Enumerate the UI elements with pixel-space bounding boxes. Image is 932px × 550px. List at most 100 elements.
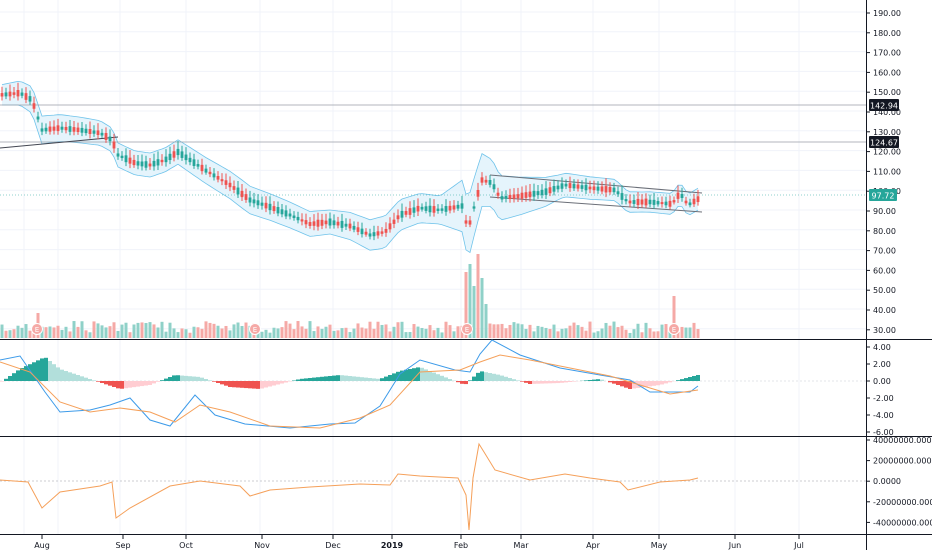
- macd-histogram-bar: [544, 381, 548, 384]
- macd-histogram-bar: [72, 373, 76, 381]
- volume-bar: [656, 331, 660, 338]
- volume-bar: [432, 330, 436, 338]
- candle-body: [200, 164, 204, 172]
- macd-histogram-bar: [360, 377, 364, 381]
- macd-histogram-bar: [384, 376, 388, 381]
- price-axis-tick-label: 160.00: [873, 68, 901, 77]
- time-axis[interactable]: Aug Sep Oct Nov Dec 2019 Feb Mar Apr May Jun Jul: [34, 535, 804, 550]
- macd-axis-tick-label: 0.00: [873, 377, 891, 386]
- volume-bar: [424, 328, 428, 338]
- macd-histogram-bar: [484, 372, 488, 381]
- volume-bar: [104, 327, 108, 338]
- candle-body: [312, 221, 316, 226]
- volume-bar: [676, 331, 680, 338]
- price-axis-tick-label: 120.00: [873, 148, 901, 157]
- candle-body: [368, 233, 372, 237]
- macd-axis[interactable]: 4.00 2.00 0.00 -2.00 -4.00 -6.00: [866, 343, 894, 437]
- macd-histogram-bar: [228, 381, 232, 387]
- candle-body: [324, 220, 328, 225]
- candle-body: [280, 209, 284, 215]
- volume-bar: [64, 326, 68, 338]
- volume-bar: [260, 331, 264, 338]
- candle-body: [292, 215, 296, 219]
- candle-body: [480, 177, 484, 183]
- volume-bar: [600, 328, 604, 338]
- candle-body: [580, 185, 584, 189]
- oscillator-pane[interactable]: [0, 442, 866, 531]
- macd-histogram-bar: [56, 367, 60, 381]
- macd-histogram-bar: [84, 377, 88, 381]
- macd-histogram-bar: [136, 381, 140, 387]
- macd-histogram-bar: [48, 361, 52, 381]
- candle-body: [24, 93, 28, 100]
- oscillator-axis[interactable]: 40000000.0000 20000000.0000 0.0000 -2000000…: [866, 436, 932, 527]
- macd-histogram-bar: [24, 366, 28, 381]
- price-axis-tick-label: 140.00: [873, 108, 901, 117]
- candle-body: [428, 205, 432, 213]
- candle-body: [16, 90, 20, 97]
- candle-body: [692, 198, 696, 205]
- volume-bar: [268, 332, 272, 338]
- candle-body: [348, 223, 352, 229]
- macd-histogram-bar: [448, 379, 452, 381]
- candle-body: [68, 126, 72, 132]
- volume-bar: [292, 329, 296, 338]
- macd-histogram-bar: [436, 374, 440, 381]
- macd-histogram-bar: [508, 378, 512, 381]
- price-axis[interactable]: 190.00 180.00 170.00 160.00 150.00 140.00 130.…: [866, 9, 901, 335]
- time-axis-label: Jul: [793, 541, 804, 550]
- volume-bar: [280, 327, 284, 338]
- candle-body: [528, 191, 532, 198]
- candle-body: [160, 159, 164, 163]
- volume-bars: [0, 254, 700, 338]
- candle-body: [568, 183, 572, 189]
- macd-histogram-bar: [364, 377, 368, 381]
- candle-body: [664, 201, 668, 206]
- candle-body: [520, 192, 524, 199]
- volume-bar: [128, 332, 132, 338]
- volume-bar: [288, 323, 292, 338]
- price-axis-tick-label: 150.00: [873, 88, 901, 97]
- volume-bar: [336, 330, 340, 338]
- volume-bar: [40, 326, 44, 338]
- volume-bar: [144, 323, 148, 338]
- volume-bar: [140, 322, 144, 338]
- volume-bar: [516, 323, 520, 338]
- volume-bar: [692, 322, 696, 338]
- macd-histogram-bar: [280, 381, 284, 384]
- macd-histogram-bar: [292, 380, 296, 381]
- volume-bar: [152, 324, 156, 338]
- candle-body: [496, 192, 500, 196]
- volume-bar: [440, 332, 444, 338]
- candle-body: [548, 187, 552, 194]
- volume-bar: [652, 331, 656, 338]
- macd-histogram-bar: [188, 376, 192, 381]
- volume-bar: [48, 326, 52, 338]
- time-axis-label: Dec: [325, 541, 340, 550]
- volume-bar: [444, 321, 448, 338]
- earnings-marker-icon[interactable]: [31, 323, 43, 335]
- earnings-marker-label: E: [672, 326, 676, 334]
- earnings-marker-icon[interactable]: [668, 323, 680, 335]
- macd-pane[interactable]: [0, 339, 866, 429]
- candle-body: [168, 153, 172, 161]
- macd-histogram-bar: [620, 381, 624, 387]
- volume-bar: [672, 296, 676, 338]
- candle-body: [156, 159, 160, 166]
- candle-body: [600, 186, 604, 192]
- volume-bar: [84, 330, 88, 338]
- macd-histogram-bar: [468, 380, 472, 381]
- volume-bar: [8, 330, 12, 338]
- candle-body: [672, 200, 676, 203]
- macd-histogram-bar: [572, 381, 576, 382]
- macd-histogram-bar: [328, 376, 332, 381]
- macd-histogram-bar: [220, 381, 224, 385]
- earnings-marker-icon[interactable]: [249, 323, 261, 335]
- earnings-marker-icon[interactable]: [461, 323, 473, 335]
- macd-histogram-bar: [108, 381, 112, 386]
- volume-bar: [196, 327, 200, 338]
- candle-body: [556, 185, 560, 190]
- candle-body: [604, 186, 608, 193]
